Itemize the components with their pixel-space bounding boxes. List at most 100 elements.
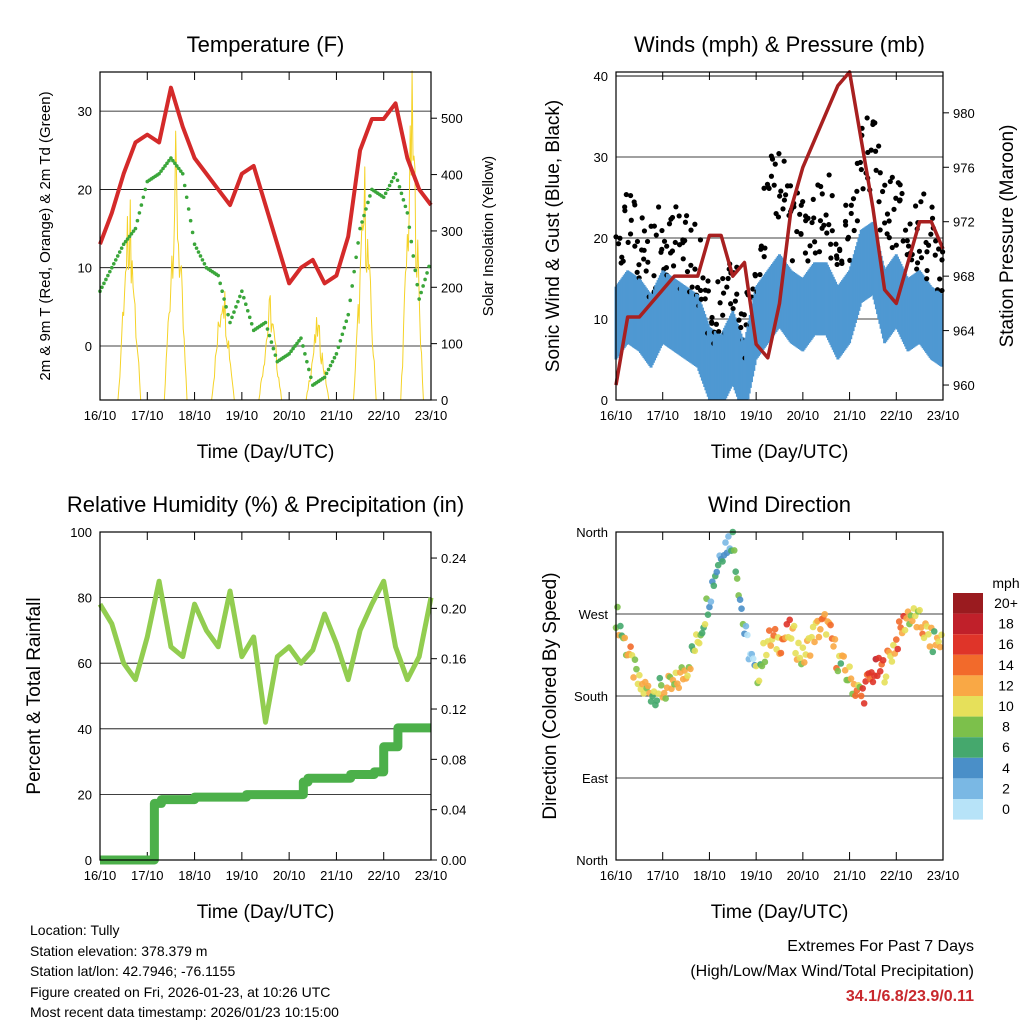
dewpoint-point	[356, 241, 360, 245]
y-tick-label-right: 0.24	[441, 551, 466, 566]
gust-point	[907, 221, 913, 227]
gust-point	[673, 204, 679, 210]
gust-point	[728, 301, 734, 307]
solar-insolation-line	[163, 130, 188, 401]
wind-direction-point	[847, 675, 855, 682]
gust-point	[826, 222, 832, 228]
gust-point	[889, 174, 895, 180]
created: Figure created on Fri, 2026-01-23, at 10…	[30, 983, 331, 1000]
dewpoint-point	[324, 371, 329, 376]
wind-direction-point	[704, 611, 712, 618]
gust-point	[897, 182, 903, 188]
extremes-box: Extremes For Past 7 Days (High/Low/Max W…	[690, 934, 974, 1009]
x-axis-label: Time (Day/UTC)	[711, 902, 849, 923]
y-tick-label: 80	[78, 591, 92, 606]
x-tick-label: 18/10	[178, 868, 211, 883]
gust-point	[826, 172, 832, 178]
gust-point	[716, 329, 722, 335]
legend-swatch	[953, 799, 983, 820]
wind-direction-point	[822, 631, 830, 638]
gust-point	[893, 242, 899, 248]
gust-point	[794, 228, 800, 235]
dewpoint-point	[342, 325, 347, 330]
wind-direction-point	[675, 684, 683, 692]
gust-point	[802, 250, 809, 256]
gust-point	[715, 279, 721, 285]
wind-direction-point	[890, 641, 897, 649]
gust-point	[627, 192, 634, 199]
gust-point	[932, 252, 938, 258]
wind-direction-point	[749, 655, 757, 663]
dewpoint-point	[194, 246, 199, 250]
gust-point	[810, 196, 816, 202]
dewpoint-point	[115, 254, 120, 258]
y-tick-label: 30	[594, 150, 608, 165]
dewpoint-point	[249, 322, 254, 326]
gust-point	[899, 190, 905, 197]
y-axis-label: 2m & 9m T (Red, Orange) & 2m Td (Green)	[37, 91, 54, 380]
wind-direction-point	[765, 627, 773, 634]
gust-point	[778, 188, 784, 194]
wind-direction-point	[892, 636, 900, 643]
y-tick-label-right: 980	[953, 106, 975, 121]
gust-point	[781, 197, 788, 203]
wind-direction-point	[831, 636, 839, 643]
y-tick-label: 10	[78, 261, 92, 276]
gust-point	[860, 186, 866, 192]
dewpoint-point	[180, 171, 185, 176]
wind-direction-point	[647, 698, 655, 705]
dewpoint-point	[163, 164, 167, 168]
dewpoint-point	[186, 207, 191, 211]
dewpoint-point	[131, 229, 136, 233]
gust-point	[845, 236, 851, 242]
gust-point	[659, 246, 665, 252]
legend-swatch	[953, 613, 983, 635]
y-tick-label-right: 500	[441, 111, 463, 126]
x-tick-label: 23/10	[927, 868, 960, 883]
gust-point	[828, 241, 834, 247]
gust-point	[783, 192, 789, 198]
dewpoint-point	[190, 230, 195, 235]
gust-point	[833, 241, 839, 247]
gust-point	[725, 275, 731, 282]
y-tick-label: 0	[85, 339, 92, 354]
y-axis-label-right: Solar Insolation (Yellow)	[480, 156, 497, 316]
x-tick-label: 16/10	[600, 868, 633, 883]
wind-direction-point	[710, 582, 718, 590]
dewpoint-point	[121, 242, 126, 247]
wind-direction-point	[930, 628, 938, 635]
dewpoint-point	[395, 178, 400, 183]
y-tick-label-right: 976	[953, 160, 975, 175]
gust-point	[928, 231, 934, 237]
gust-point	[632, 202, 638, 208]
dewpoint-point	[354, 255, 358, 260]
dewpoint-point	[273, 353, 278, 357]
gust-point	[713, 321, 719, 327]
chart-title: Temperature (F)	[187, 32, 345, 57]
wind-direction-point	[738, 605, 745, 613]
dewpoint-point	[297, 338, 301, 343]
lat-lon: Station lat/lon: 42.7946; -76.1155	[30, 963, 236, 979]
gust-point	[772, 161, 778, 167]
gust-point	[683, 213, 690, 219]
plot-frame	[99, 71, 432, 401]
dewpoint-point	[119, 246, 124, 250]
x-axis-label: Time (Day/UTC)	[197, 442, 335, 463]
extremes-values: 34.1/6.8/23.9/0.11	[845, 988, 974, 1005]
wind-direction-point	[888, 658, 896, 665]
wind-direction-point	[799, 644, 807, 651]
gust-point	[758, 246, 764, 252]
gust-point	[634, 269, 640, 275]
gust-point	[889, 244, 895, 251]
gust-point	[720, 290, 727, 296]
dewpoint-point	[415, 282, 420, 287]
wind-direction-point	[815, 633, 823, 641]
legend-swatch	[953, 716, 983, 738]
wind-direction-point	[713, 568, 721, 576]
plot-frame	[99, 531, 432, 861]
dewpoint-point	[336, 345, 341, 350]
dewpoint-point	[165, 161, 169, 166]
wind-direction-point	[744, 631, 751, 639]
wind-direction-point	[879, 656, 887, 664]
gust-point	[627, 231, 634, 237]
